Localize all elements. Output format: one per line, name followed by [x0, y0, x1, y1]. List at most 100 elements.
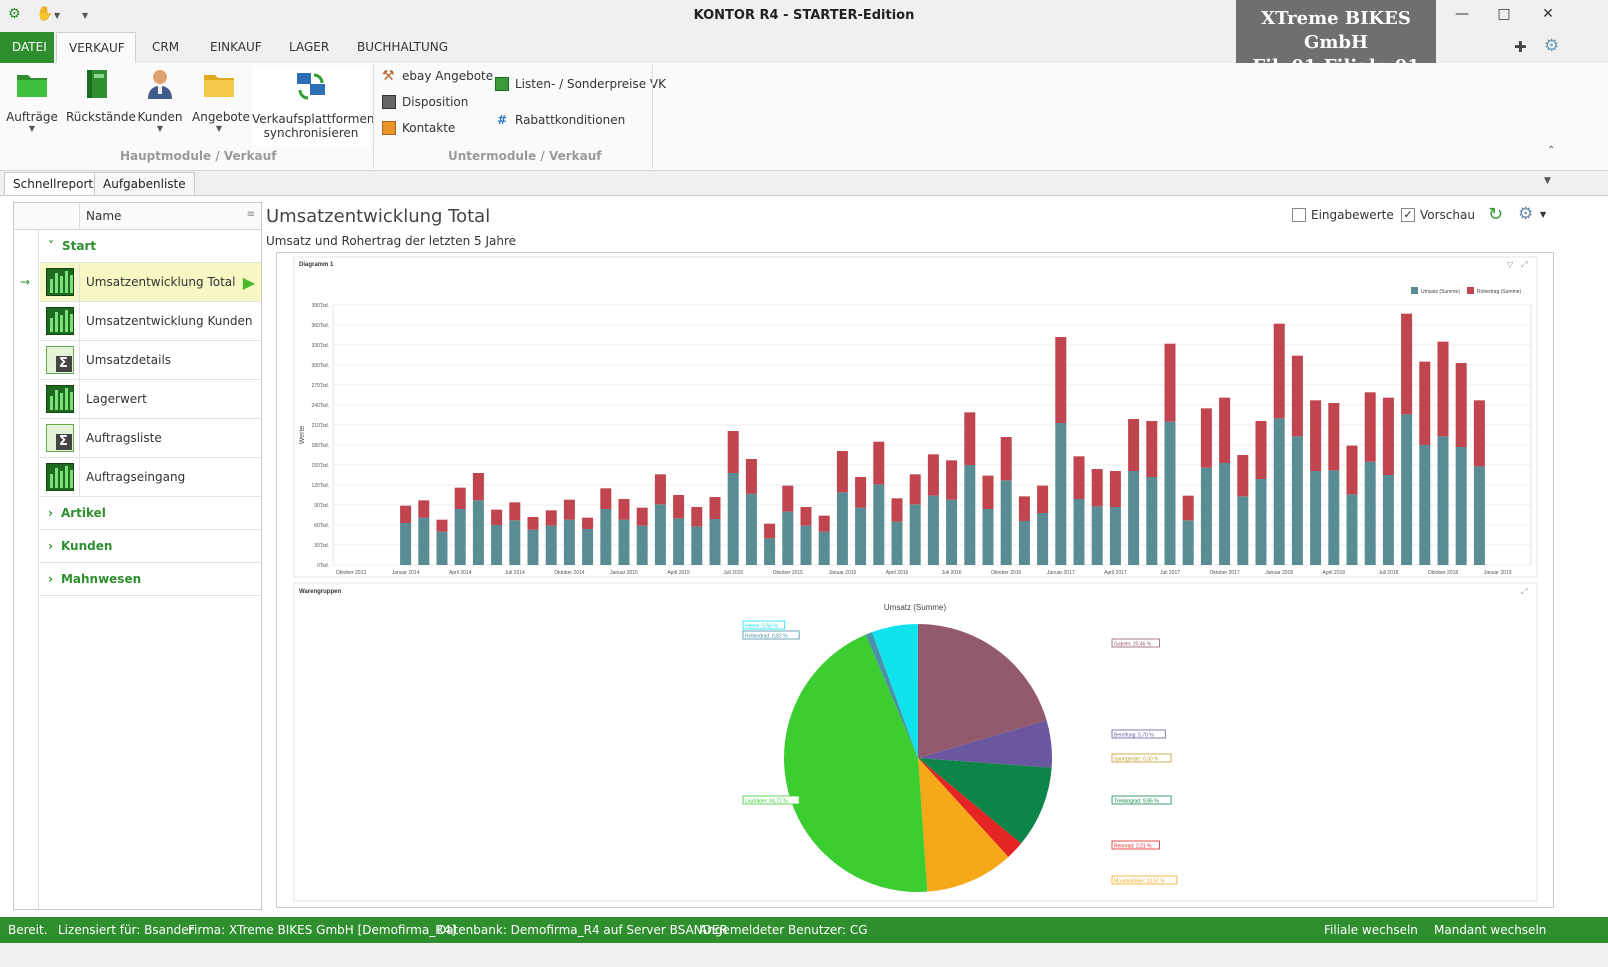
bar-rohertrag: [691, 507, 703, 527]
ribbon: Aufträge ▼ Rückstände Kunden ▼ Angebote …: [0, 63, 1608, 171]
address-book-icon: [382, 121, 396, 135]
bar-umsatz: [1273, 418, 1285, 565]
touch-mode-icon[interactable]: ✋: [36, 6, 54, 22]
ribbon-separator: [373, 65, 374, 169]
group-artikel[interactable]: › Artikel: [40, 497, 261, 530]
bar-rohertrag: [727, 431, 739, 473]
bar-umsatz: [782, 511, 794, 565]
group-mahnwesen[interactable]: › Mahnwesen: [40, 563, 261, 596]
x-tick-label: April 2016: [886, 570, 909, 576]
pie-slice: [872, 624, 918, 758]
y-tick-label: 90Tsd.: [314, 503, 329, 509]
kontakte-button[interactable]: Kontakte: [382, 121, 455, 135]
tab-buchhaltung[interactable]: BUCHHALTUNG: [357, 40, 449, 54]
tab-file[interactable]: DATEI: [0, 32, 54, 63]
angebote-button[interactable]: Angebote ▼: [192, 67, 250, 133]
minimize-button[interactable]: —: [1455, 6, 1469, 22]
tree-item[interactable]: Umsatzentwicklung Total ▶: [40, 262, 261, 302]
bar-umsatz: [1310, 471, 1322, 565]
x-tick-label: Oktober 2015: [773, 570, 804, 576]
status-bar: Bereit. Lizensiert für: Bsander Firma: X…: [0, 917, 1608, 943]
addin-icon[interactable]: ✚: [1514, 38, 1527, 56]
ebay-angebote-button[interactable]: ⚒ ebay Angebote: [382, 69, 493, 83]
tree-item[interactable]: Lagerwert: [40, 379, 261, 419]
pie-label-box: [1111, 795, 1172, 805]
sync-monitor-icon: [297, 73, 325, 100]
disposition-button[interactable]: Disposition: [382, 95, 468, 109]
bar-rohertrag: [1018, 496, 1030, 521]
column-name-header[interactable]: Name: [86, 209, 122, 223]
pie-chart: Warengruppen ⤢ Umsatz (Summe) Gabeln: 20,46…: [293, 582, 1538, 902]
bar-umsatz: [1182, 520, 1194, 565]
legend-swatch: [1411, 287, 1418, 294]
tab-einkauf[interactable]: EINKAUF: [210, 40, 262, 54]
close-button[interactable]: ✕: [1542, 6, 1554, 22]
bar-rohertrag: [946, 460, 958, 500]
bar-rohertrag: [418, 500, 430, 518]
group-kunden[interactable]: › Kunden: [40, 530, 261, 563]
change-client-link[interactable]: Mandant wechseln: [1434, 923, 1547, 937]
bar-umsatz: [855, 507, 867, 565]
app-icon[interactable]: ⚙: [8, 6, 21, 22]
tab-crm[interactable]: CRM: [152, 40, 180, 54]
bar-rohertrag: [891, 498, 903, 522]
x-tick-label: April 2014: [449, 570, 472, 576]
x-tick-label: Januar 2015: [610, 570, 638, 576]
tree-item[interactable]: Σ Umsatzdetails: [40, 340, 261, 380]
maximize-button[interactable]: □: [1497, 6, 1511, 22]
legend-label: Rohertrag (Summe): [1477, 289, 1522, 295]
vorschau-checkbox[interactable]: ✓ Vorschau: [1401, 208, 1475, 222]
panel-title: Diagramm 1: [299, 262, 334, 268]
tabs-dropdown-icon[interactable]: ▼: [1544, 176, 1551, 186]
rueckstaende-button[interactable]: Rückstände: [66, 67, 136, 124]
group-label-untermodule: Untermodule / Verkauf: [448, 149, 602, 163]
bar-umsatz: [1291, 436, 1303, 565]
bar-umsatz: [1000, 480, 1012, 565]
chevron-down-icon[interactable]: ▼: [1540, 210, 1547, 219]
refresh-icon[interactable]: ↻: [1488, 204, 1504, 225]
tab-schnellreports[interactable]: Schnellreports: [4, 172, 109, 196]
pie-slice: [918, 720, 1052, 768]
x-tick-label: Oktober 2013: [336, 570, 367, 576]
bar-umsatz: [1255, 479, 1267, 565]
tab-aufgabenliste[interactable]: Aufgabenliste: [94, 172, 195, 196]
qa-dropdown-icon[interactable]: ▼: [54, 11, 61, 20]
bar-rohertrag: [873, 441, 885, 485]
bar-umsatz: [636, 525, 648, 565]
pie-label-box: [1111, 875, 1178, 885]
group-start[interactable]: ˅ Start: [40, 230, 261, 263]
tree-item[interactable]: Auftragseingang: [40, 457, 261, 497]
x-tick-label: Juli 2015: [723, 570, 743, 576]
collapse-ribbon-icon[interactable]: ⌃: [1547, 145, 1556, 156]
sync-platforms-button[interactable]: Verkaufsplattformen synchronisieren: [252, 65, 374, 145]
eingabewerte-checkbox[interactable]: Eingabewerte: [1292, 208, 1394, 222]
change-branch-link[interactable]: Filiale wechseln: [1324, 923, 1418, 937]
hash-icon: #: [496, 113, 508, 127]
tab-verkauf[interactable]: VERKAUF: [56, 32, 136, 63]
bar-umsatz: [1237, 496, 1249, 565]
bar-rohertrag: [1255, 421, 1267, 479]
bar-rohertrag: [982, 475, 994, 509]
bar-rohertrag: [1273, 323, 1285, 419]
x-tick-label: April 2018: [1323, 570, 1346, 576]
rabattkonditionen-button[interactable]: # Rabattkonditionen: [495, 113, 625, 127]
bar-umsatz: [1401, 414, 1413, 565]
run-report-icon[interactable]: ▶: [242, 272, 255, 292]
auftraege-button[interactable]: Aufträge ▼: [6, 67, 58, 133]
listen-sonderpreise-button[interactable]: Listen- / Sonderpreise VK: [495, 77, 666, 91]
filter-icon[interactable]: ≡: [246, 209, 255, 220]
tab-lager[interactable]: LAGER: [289, 40, 330, 54]
x-tick-label: Oktober 2014: [554, 570, 585, 576]
bar-umsatz: [1219, 463, 1231, 565]
bar-umsatz: [1018, 521, 1030, 565]
bar-umsatz: [527, 529, 539, 565]
panel-title: Warengruppen: [299, 589, 341, 595]
bar-umsatz: [800, 525, 812, 565]
kunden-button[interactable]: Kunden ▼: [136, 67, 184, 133]
settings-icon[interactable]: ⚙: [1544, 36, 1560, 56]
customize-qa-icon[interactable]: ▼: [82, 11, 89, 20]
y-tick-label: 210Tsd.: [311, 423, 329, 429]
tree-item[interactable]: Umsatzentwicklung Kunden: [40, 301, 261, 341]
report-settings-icon[interactable]: ⚙: [1518, 204, 1534, 224]
tree-item[interactable]: Σ Auftragsliste: [40, 418, 261, 458]
